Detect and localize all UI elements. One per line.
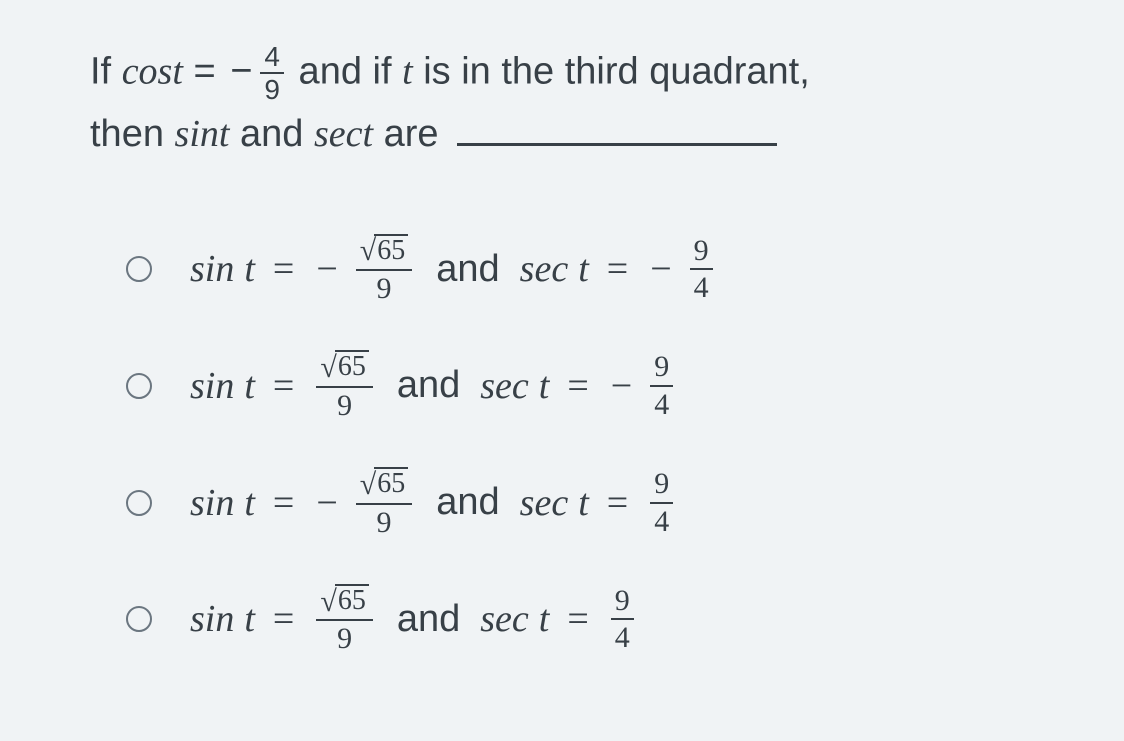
sec-sym: sec [480,597,529,641]
t-sym: t [244,481,255,525]
sqrt-icon: √65 [360,467,408,500]
radio-icon[interactable] [126,256,152,282]
radio-icon[interactable] [126,373,152,399]
eq-sym: = [273,597,294,641]
and-word: and [436,481,499,524]
t-sym: t [578,247,589,291]
sec-sym: sec [480,364,529,408]
eq-sym: = [567,597,588,641]
q-t2: t [402,50,413,92]
q-sin: sin [175,113,219,155]
neg-sym: − [316,481,337,525]
sin-frac: √65 9 [356,234,412,305]
neg-sym: − [316,247,337,291]
question-container: If cost = −49 and if t is in the third q… [0,0,1124,741]
radio-icon[interactable] [126,606,152,632]
neg-sym: − [611,364,632,408]
sqrt-icon: √65 [360,234,408,267]
t-sym: t [578,481,589,525]
sqrt-icon: √65 [320,584,368,617]
sin-frac: √65 9 [316,584,372,655]
sin-den: 9 [377,271,392,305]
q-eq: = [183,50,226,92]
sin-sqrt: 65 [335,350,369,383]
sec-num: 9 [611,585,634,621]
question-stem: If cost = −49 and if t is in the third q… [90,42,1064,164]
sec-num: 9 [690,235,713,271]
eq-sym: = [273,481,294,525]
option-c-math: sint = − √65 9 and sect = 9 4 [190,467,677,538]
option-c[interactable]: sint = − √65 9 and sect = 9 4 [126,467,1064,538]
q-line2a: then [90,113,175,155]
sec-den: 4 [615,620,630,654]
q-and: and [229,113,314,155]
sec-sym: sec [520,247,569,291]
and-word: and [397,598,460,641]
option-d[interactable]: sint = √65 9 and sect = 9 4 [126,584,1064,655]
neg-sym: − [650,247,671,291]
sin-sqrt: 65 [374,467,408,500]
sec-frac: 9 4 [650,351,673,420]
sin-den: 9 [377,505,392,539]
t-sym: t [244,247,255,291]
t-sym: t [539,597,550,641]
sin-sym: sin [190,481,234,525]
sec-frac: 9 4 [690,235,713,304]
option-b[interactable]: sint = √65 9 and sect = − 9 4 [126,350,1064,421]
and-word: and [436,248,499,291]
options-list: sint = − √65 9 and sect = − 9 4 si [90,234,1064,655]
q-given-den: 9 [264,74,280,104]
q-t1: t [172,50,183,92]
sec-den: 4 [694,270,709,304]
option-a[interactable]: sint = − √65 9 and sect = − 9 4 [126,234,1064,305]
q-line2b: are [373,113,449,155]
eq-sym: = [607,481,628,525]
sin-den: 9 [337,388,352,422]
sin-frac: √65 9 [356,467,412,538]
q-cos: cos [122,50,173,92]
sec-frac: 9 4 [650,468,673,537]
t-sym: t [244,597,255,641]
sin-sym: sin [190,597,234,641]
q-neg: − [230,50,252,92]
option-d-math: sint = √65 9 and sect = 9 4 [190,584,638,655]
t-sym: t [244,364,255,408]
sec-num: 9 [650,468,673,504]
option-b-math: sint = √65 9 and sect = − 9 4 [190,350,677,421]
q-sec: sec [314,113,363,155]
sec-den: 4 [654,504,669,538]
q-t4: t [363,113,374,155]
eq-sym: = [273,364,294,408]
sec-frac: 9 4 [611,585,634,654]
q-given-num: 4 [260,42,284,74]
q-given-frac: 49 [260,42,284,105]
sec-sym: sec [520,481,569,525]
sin-frac: √65 9 [316,350,372,421]
q-text-suffix: is in the third quadrant, [413,50,810,92]
radio-icon[interactable] [126,490,152,516]
sin-sym: sin [190,364,234,408]
eq-sym: = [273,247,294,291]
option-a-math: sint = − √65 9 and sect = − 9 4 [190,234,717,305]
sec-den: 4 [654,387,669,421]
and-word: and [397,364,460,407]
answer-blank [457,143,777,146]
eq-sym: = [567,364,588,408]
sin-den: 9 [337,621,352,655]
sin-sym: sin [190,247,234,291]
eq-sym: = [607,247,628,291]
sin-sqrt: 65 [374,234,408,267]
sin-sqrt: 65 [335,584,369,617]
sqrt-icon: √65 [320,350,368,383]
q-t3: t [219,113,230,155]
t-sym: t [539,364,550,408]
sec-num: 9 [650,351,673,387]
q-text-mid: and if [288,50,402,92]
q-text-prefix: If [90,50,122,92]
